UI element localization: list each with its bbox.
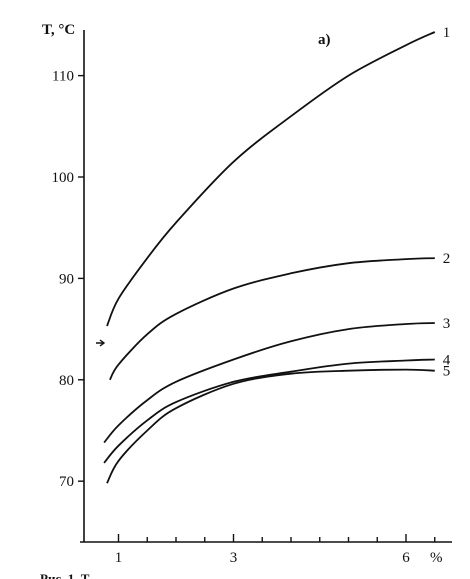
y-tick-label: 70 (59, 474, 74, 490)
figure-caption: Рис. 1. Т (40, 571, 90, 579)
curve-label-4: 4 (443, 353, 451, 369)
axis-ticks: 70 80 90 100 110 1 3 6 (52, 69, 436, 566)
x-tick-label: 1 (115, 550, 123, 566)
y-tick-label: 90 (59, 271, 74, 287)
y-tick-label: 110 (52, 69, 74, 85)
x-tick-label: 6 (402, 550, 410, 566)
panel-label: a) (318, 32, 331, 48)
x-tick-label: 3 (230, 550, 238, 566)
x-axis-title: % (430, 550, 443, 566)
curve-labels: 1 2 3 45 (443, 25, 451, 380)
y-tick-label: 80 (59, 373, 74, 389)
curve-label-2: 2 (443, 251, 451, 267)
curve-1 (106, 31, 436, 327)
y-tick-label: 100 (52, 170, 75, 186)
curve-3 (103, 322, 435, 444)
curve-label-3: 3 (443, 316, 451, 332)
curve-4 (103, 358, 435, 464)
y-axis-title: T, °C (42, 22, 75, 38)
curve-2 (109, 257, 435, 381)
curves (103, 31, 436, 484)
curve-5 (106, 368, 435, 484)
curve-label-1: 1 (443, 25, 451, 41)
curve-label-5: 5 (443, 364, 451, 380)
arrow-mark-icon (96, 339, 106, 347)
